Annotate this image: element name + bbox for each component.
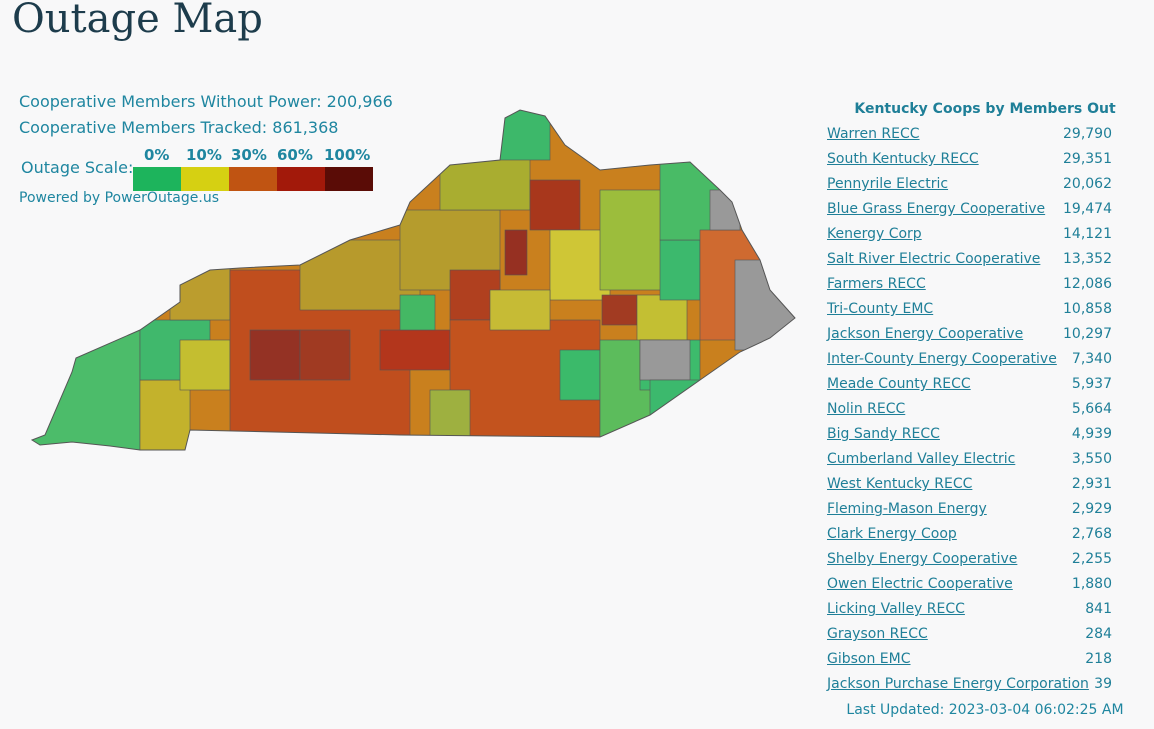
members-out: 2,929 xyxy=(1071,501,1112,517)
members-out: 2,768 xyxy=(1071,526,1112,542)
members-out: 19,474 xyxy=(1063,201,1112,217)
scale-swatch xyxy=(229,167,277,191)
scale-tick: 10% xyxy=(186,146,222,164)
members-out: 1,880 xyxy=(1071,576,1112,592)
coop-row: Fleming-Mason Energy 2,929 xyxy=(827,501,1112,523)
members-tracked: Cooperative Members Tracked: 861,368 xyxy=(19,118,339,137)
scale-swatch xyxy=(325,167,373,191)
members-out: 218 xyxy=(1085,651,1112,667)
outage-map xyxy=(30,109,796,451)
members-out: 10,858 xyxy=(1063,301,1112,317)
coop-row: Grayson RECC 284 xyxy=(827,626,1112,648)
coop-link[interactable]: Big Sandy RECC xyxy=(827,426,940,442)
members-out: 2,255 xyxy=(1071,551,1112,567)
coop-link[interactable]: Licking Valley RECC xyxy=(827,601,965,617)
members-without-power: Cooperative Members Without Power: 200,9… xyxy=(19,92,393,111)
coop-row: Meade County RECC 5,937 xyxy=(827,376,1112,398)
powered-by: Powered by PowerOutage.us xyxy=(19,190,219,206)
members-out: 841 xyxy=(1085,601,1112,617)
coop-link[interactable]: Grayson RECC xyxy=(827,626,928,642)
members-out: 29,351 xyxy=(1063,151,1112,167)
coop-link[interactable]: Farmers RECC xyxy=(827,276,926,292)
coop-row: Warren RECC 29,790 xyxy=(827,126,1112,148)
coop-link[interactable]: Kenergy Corp xyxy=(827,226,922,242)
coop-link[interactable]: Jackson Energy Cooperative xyxy=(827,326,1024,342)
coop-link[interactable]: Clark Energy Coop xyxy=(827,526,957,542)
members-out: 4,939 xyxy=(1071,426,1112,442)
coop-row: Licking Valley RECC 841 xyxy=(827,601,1112,623)
scale-swatch xyxy=(277,167,325,191)
scale-tick: 60% xyxy=(277,146,313,164)
coop-link[interactable]: Fleming-Mason Energy xyxy=(827,501,987,517)
coop-row: Jackson Purchase Energy Corporation 39 xyxy=(827,676,1112,698)
members-out: 39 xyxy=(1094,676,1112,692)
members-out: 10,297 xyxy=(1063,326,1112,342)
scale-label: Outage Scale: xyxy=(21,158,134,177)
coop-row: Farmers RECC 12,086 xyxy=(827,276,1112,298)
coop-row: Clark Energy Coop 2,768 xyxy=(827,526,1112,548)
coop-row: West Kentucky RECC 2,931 xyxy=(827,476,1112,498)
outage-scale xyxy=(133,167,373,191)
coop-link[interactable]: Tri-County EMC xyxy=(827,301,934,317)
scale-tick: 0% xyxy=(144,146,170,164)
coop-link[interactable]: Nolin RECC xyxy=(827,401,906,417)
state-outline xyxy=(30,109,796,451)
coop-row: Big Sandy RECC 4,939 xyxy=(827,426,1112,448)
coop-link[interactable]: Cumberland Valley Electric xyxy=(827,451,1016,467)
members-out: 14,121 xyxy=(1063,226,1112,242)
scale-tick: 100% xyxy=(324,146,371,164)
members-out: 13,352 xyxy=(1063,251,1112,267)
members-out: 3,550 xyxy=(1071,451,1112,467)
scale-swatch xyxy=(133,167,181,191)
coop-link[interactable]: Owen Electric Cooperative xyxy=(827,576,1013,592)
coop-row: Blue Grass Energy Cooperative 19,474 xyxy=(827,201,1112,223)
coop-row: Salt River Electric Cooperative 13,352 xyxy=(827,251,1112,273)
coop-row: Kenergy Corp 14,121 xyxy=(827,226,1112,248)
coop-link[interactable]: West Kentucky RECC xyxy=(827,476,973,492)
members-out: 7,340 xyxy=(1071,351,1112,367)
coop-row: South Kentucky RECC 29,351 xyxy=(827,151,1112,173)
coop-row: Cumberland Valley Electric 3,550 xyxy=(827,451,1112,473)
table-title: Kentucky Coops by Members Out xyxy=(854,101,1116,117)
coop-link[interactable]: Meade County RECC xyxy=(827,376,971,392)
coop-row: Tri-County EMC 10,858 xyxy=(827,301,1112,323)
coop-link[interactable]: Blue Grass Energy Cooperative xyxy=(827,201,1046,217)
coop-link[interactable]: Jackson Purchase Energy Corporation xyxy=(827,676,1089,692)
counties xyxy=(32,110,795,450)
coop-row: Inter-County Energy Cooperative 7,340 xyxy=(827,351,1112,373)
members-out: 5,664 xyxy=(1071,401,1112,417)
coop-link[interactable]: Pennyrile Electric xyxy=(827,176,949,192)
coop-link[interactable]: Shelby Energy Cooperative xyxy=(827,551,1018,567)
coop-link[interactable]: Inter-County Energy Cooperative xyxy=(827,351,1057,367)
coop-link[interactable]: South Kentucky RECC xyxy=(827,151,979,167)
coop-row: Gibson EMC 218 xyxy=(827,651,1112,673)
members-out: 5,937 xyxy=(1071,376,1112,392)
members-out: 12,086 xyxy=(1063,276,1112,292)
coop-row: Jackson Energy Cooperative 10,297 xyxy=(827,326,1112,348)
scale-swatch xyxy=(181,167,229,191)
coop-row: Shelby Energy Cooperative 2,255 xyxy=(827,551,1112,573)
coop-link[interactable]: Salt River Electric Cooperative xyxy=(827,251,1041,267)
coop-row: Nolin RECC 5,664 xyxy=(827,401,1112,423)
coop-row: Owen Electric Cooperative 1,880 xyxy=(827,576,1112,598)
members-out: 2,931 xyxy=(1071,476,1112,492)
scale-tick: 30% xyxy=(231,146,267,164)
members-out: 284 xyxy=(1085,626,1112,642)
coop-row: Pennyrile Electric 20,062 xyxy=(827,176,1112,198)
last-updated: Last Updated: 2023-03-04 06:02:25 AM xyxy=(846,702,1124,718)
members-out: 29,790 xyxy=(1063,126,1112,142)
members-out: 20,062 xyxy=(1063,176,1112,192)
coop-link[interactable]: Gibson EMC xyxy=(827,651,911,667)
page-title: Outage Map xyxy=(12,0,263,42)
coop-link[interactable]: Warren RECC xyxy=(827,126,920,142)
